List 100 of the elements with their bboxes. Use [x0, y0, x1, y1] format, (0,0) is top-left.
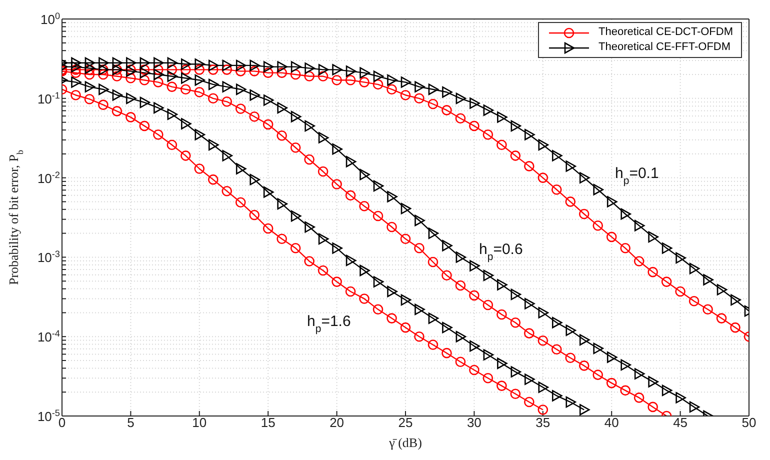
- point: [634, 368, 645, 380]
- point: [166, 82, 178, 92]
- point: [524, 328, 534, 338]
- x-axis-title: γ̄ (dB): [388, 435, 422, 450]
- point: [483, 104, 494, 116]
- legend-label: Theoretical CE-DCT-OFDM: [598, 25, 733, 40]
- point: [648, 402, 658, 412]
- y-tick-label: 10$^{-5}$: [37, 408, 60, 424]
- point: [360, 67, 370, 78]
- point: [249, 210, 260, 220]
- point: [194, 128, 206, 140]
- point: [469, 120, 480, 132]
- point: [688, 296, 700, 306]
- point: [262, 223, 274, 234]
- point: [372, 79, 384, 90]
- point: [648, 376, 658, 388]
- annotation: h$_{p}$=0.6: [479, 241, 523, 263]
- point: [538, 382, 549, 393]
- point: [662, 384, 672, 396]
- point: [332, 74, 342, 86]
- point: [620, 208, 631, 220]
- point: [510, 317, 521, 328]
- point: [482, 129, 494, 140]
- point: [318, 233, 329, 245]
- point: [482, 300, 494, 310]
- point: [552, 390, 562, 402]
- point: [566, 324, 576, 336]
- point: [524, 374, 535, 385]
- point: [181, 58, 192, 70]
- point: [702, 304, 713, 315]
- point: [414, 331, 424, 342]
- point: [332, 179, 342, 190]
- point: [359, 77, 370, 88]
- point: [442, 270, 452, 281]
- y-tick-label: 10$^{-2}$: [37, 170, 60, 186]
- point: [538, 404, 548, 415]
- point: [290, 110, 302, 122]
- point: [579, 172, 590, 184]
- point: [126, 72, 136, 84]
- point: [414, 304, 425, 316]
- point: [470, 260, 480, 272]
- point: [593, 342, 604, 354]
- point: [236, 163, 246, 174]
- point: [372, 210, 384, 222]
- point: [167, 70, 178, 82]
- point: [551, 344, 562, 355]
- x-tick-label: 20: [330, 415, 344, 430]
- point: [716, 284, 728, 296]
- point: [496, 380, 507, 391]
- point: [428, 256, 438, 268]
- point: [98, 57, 109, 69]
- point: [139, 120, 150, 132]
- point: [689, 262, 700, 274]
- point: [359, 200, 370, 212]
- point: [510, 288, 522, 300]
- point: [194, 74, 206, 86]
- point: [84, 57, 96, 69]
- point: [579, 334, 590, 346]
- x-tick-label: 5: [127, 415, 134, 430]
- point: [634, 220, 645, 232]
- x-tick-label: 25: [398, 415, 413, 430]
- point: [662, 242, 672, 254]
- point: [70, 68, 81, 78]
- point: [222, 96, 232, 107]
- point: [386, 313, 397, 324]
- point: [208, 174, 218, 185]
- point: [386, 84, 397, 95]
- point: [304, 62, 315, 74]
- point: [112, 106, 122, 116]
- point: [648, 231, 658, 243]
- point: [154, 68, 164, 80]
- point: [154, 57, 164, 69]
- point: [524, 161, 534, 172]
- point: [84, 94, 95, 104]
- point: [345, 74, 356, 86]
- point: [222, 150, 233, 162]
- point: [730, 322, 740, 333]
- point: [620, 243, 630, 254]
- point: [332, 64, 342, 76]
- point: [689, 401, 700, 413]
- point: [70, 64, 81, 75]
- point: [386, 222, 397, 232]
- point: [98, 84, 109, 96]
- point: [84, 69, 95, 80]
- point: [592, 220, 604, 231]
- point: [470, 340, 480, 352]
- point: [483, 349, 494, 360]
- point: [400, 90, 411, 100]
- point: [483, 270, 494, 282]
- point: [566, 396, 576, 408]
- point: [332, 276, 342, 287]
- point: [524, 298, 535, 310]
- point: [360, 264, 370, 276]
- point: [139, 64, 150, 75]
- point: [126, 112, 136, 122]
- point: [249, 66, 260, 76]
- point: [469, 364, 480, 376]
- point: [345, 190, 356, 201]
- point: [236, 60, 246, 72]
- point: [208, 93, 218, 104]
